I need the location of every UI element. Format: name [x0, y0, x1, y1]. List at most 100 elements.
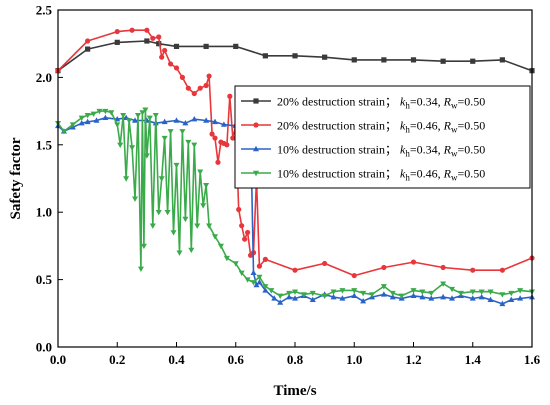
data-point	[389, 290, 396, 297]
data-point	[129, 145, 136, 151]
data-point	[508, 290, 515, 297]
data-point	[369, 292, 376, 298]
legend-k-val: =0.46,	[410, 167, 444, 181]
legend-k-sub: h	[405, 173, 410, 183]
legend-prefix: 20% destruction strain；	[277, 119, 400, 133]
data-point	[244, 277, 251, 283]
data-point	[262, 53, 268, 59]
series-1-line	[57, 40, 533, 72]
data-point	[339, 288, 346, 294]
y-axis-title: Safety factor	[8, 137, 24, 219]
data-point	[191, 115, 198, 122]
data-point	[84, 112, 91, 119]
data-point	[286, 293, 293, 300]
data-point	[440, 281, 447, 287]
data-point	[159, 54, 165, 60]
data-point	[339, 295, 346, 301]
legend-box	[234, 85, 531, 189]
data-point	[256, 279, 263, 285]
data-point	[410, 259, 417, 265]
legend-label: 10% destruction strain； kh=0.46, Rw=0.50	[277, 167, 485, 183]
legend-label: 10% destruction strain； kh=0.34, Rw=0.50	[277, 143, 485, 159]
data-point	[146, 115, 153, 122]
data-point	[176, 250, 183, 256]
legend-r-sub: w	[451, 101, 458, 111]
data-point	[155, 210, 162, 216]
data-point	[478, 289, 485, 295]
legend-k-sub: h	[405, 125, 410, 135]
data-point	[227, 93, 233, 99]
legend-marker	[253, 145, 259, 152]
data-point	[197, 169, 204, 175]
data-point	[499, 267, 505, 273]
data-point	[173, 65, 180, 71]
x-axis-title: Time/s	[273, 383, 316, 399]
data-point	[167, 61, 174, 67]
data-point	[233, 43, 239, 49]
data-point	[220, 121, 227, 127]
data-point	[200, 203, 207, 209]
data-point	[517, 288, 524, 294]
data-point	[381, 57, 387, 63]
data-point	[410, 57, 417, 63]
data-point	[114, 122, 121, 128]
data-point	[173, 162, 180, 169]
data-point	[182, 216, 189, 223]
data-point	[440, 264, 446, 271]
legend-r: R	[443, 119, 452, 133]
data-point	[102, 108, 109, 115]
data-point	[449, 295, 456, 301]
data-point	[224, 142, 230, 148]
data-point	[223, 255, 230, 262]
data-point	[102, 114, 109, 121]
data-point	[242, 236, 248, 242]
data-point	[487, 289, 494, 295]
data-point	[449, 286, 456, 293]
legend-r-sub: w	[451, 149, 458, 159]
legend-r: R	[443, 143, 452, 157]
legend-marker	[253, 122, 259, 128]
legend-entry-1: 20% destruction strain； kh=0.34, Rw=0.50	[241, 95, 485, 111]
data-point	[191, 142, 198, 148]
data-point	[152, 112, 159, 119]
data-point	[123, 176, 130, 182]
data-point	[410, 292, 417, 298]
data-point	[206, 223, 213, 229]
legend-r: R	[443, 95, 452, 109]
legend-r: R	[443, 167, 452, 181]
data-point	[351, 57, 357, 63]
data-point	[351, 292, 358, 298]
legend-prefix: 20% destruction strain；	[277, 95, 400, 109]
data-point	[108, 110, 115, 116]
data-point	[271, 295, 278, 301]
legend-r-val: =0.50	[457, 95, 485, 109]
y-tick-label: 1.0	[36, 205, 52, 220]
data-point	[170, 230, 177, 236]
data-point	[114, 39, 120, 45]
data-point	[156, 34, 162, 40]
data-point	[126, 118, 133, 124]
marks-layer	[55, 27, 535, 307]
legend-r-val: =0.50	[457, 143, 485, 157]
data-point	[191, 90, 197, 97]
data-point	[150, 35, 156, 41]
data-point	[132, 117, 139, 123]
data-point	[470, 58, 476, 64]
data-point	[236, 206, 242, 213]
series-4	[55, 107, 535, 299]
x-tick-label: 1.4	[465, 352, 482, 367]
legend-k-val: =0.34,	[410, 95, 444, 109]
data-point	[419, 289, 426, 295]
data-point	[164, 210, 171, 216]
data-point	[239, 223, 245, 229]
data-point	[292, 53, 298, 59]
data-point	[203, 183, 210, 189]
data-point	[292, 267, 298, 273]
data-point	[381, 264, 387, 271]
data-point	[217, 243, 224, 250]
data-point	[351, 272, 357, 279]
data-point	[286, 290, 293, 297]
data-point	[428, 295, 435, 301]
data-point	[262, 256, 268, 262]
data-point	[256, 274, 263, 281]
